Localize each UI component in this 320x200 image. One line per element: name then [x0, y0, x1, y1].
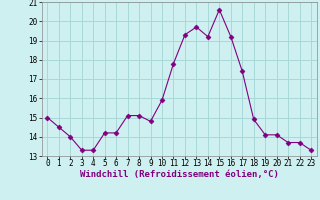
X-axis label: Windchill (Refroidissement éolien,°C): Windchill (Refroidissement éolien,°C) [80, 170, 279, 179]
